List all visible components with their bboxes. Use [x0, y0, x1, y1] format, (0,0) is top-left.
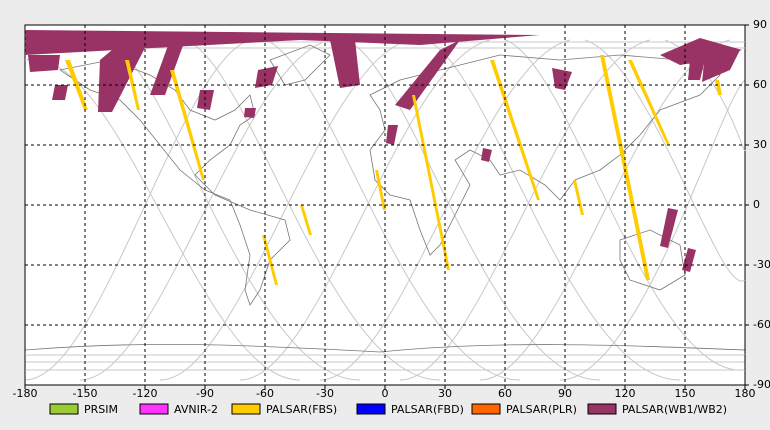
legend-label: PALSAR(WB1/WB2): [622, 403, 727, 416]
legend-label: PALSAR(FBD): [391, 403, 464, 416]
legend-label: PRSIM: [84, 403, 118, 416]
y-tick-label: -30: [753, 258, 770, 271]
legend-label: PALSAR(FBS): [266, 403, 337, 416]
y-tick-label: 90: [753, 18, 767, 31]
legend-swatch: [139, 403, 169, 415]
x-tick-label: -180: [13, 387, 38, 400]
x-tick-label: 30: [438, 387, 452, 400]
legend-swatch: [471, 403, 501, 415]
x-tick-label: -120: [133, 387, 158, 400]
coastlines: [24, 44, 746, 353]
x-tick-label: -150: [73, 387, 98, 400]
legend-swatch: [231, 403, 261, 415]
legend-swatch: [356, 403, 386, 415]
x-tick-label: 90: [558, 387, 572, 400]
swaths: [25, 30, 742, 285]
legend-label: AVNIR-2: [174, 403, 218, 416]
x-tick-label: 60: [498, 387, 512, 400]
x-tick-label: 180: [735, 387, 756, 400]
x-tick-label: 120: [615, 387, 636, 400]
legend-swatch: [49, 403, 79, 415]
x-tick-label: -30: [316, 387, 334, 400]
y-tick-label: -60: [753, 318, 770, 331]
y-tick-label: -90: [753, 378, 770, 391]
x-tick-label: 150: [675, 387, 696, 400]
legend-label: PALSAR(PLR): [506, 403, 577, 416]
y-tick-label: 30: [753, 138, 767, 151]
x-tick-label: -60: [256, 387, 274, 400]
y-tick-label: 60: [753, 78, 767, 91]
axes-layer: -180 -150 -120 -90 -60 -30 0 30 60 90 120 150 180-90…: [13, 18, 770, 416]
y-tick-label: 0: [753, 198, 760, 211]
x-tick-label: -90: [196, 387, 214, 400]
x-tick-label: 0: [382, 387, 389, 400]
legend-swatch: [587, 403, 617, 415]
